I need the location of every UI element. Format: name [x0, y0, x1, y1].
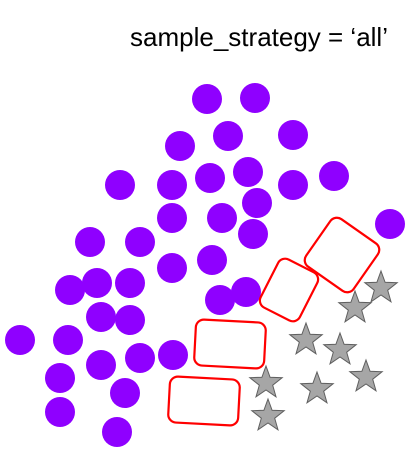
- gray-star-icon: [322, 331, 358, 365]
- purple-circle-icon: [240, 83, 270, 113]
- purple-circle-icon: [192, 84, 222, 114]
- purple-circle-icon: [205, 285, 235, 315]
- purple-circle-icon: [5, 325, 35, 355]
- purple-circle-icon: [231, 277, 261, 307]
- diagram-title: sample_strategy = ‘all’: [130, 22, 388, 52]
- purple-circle-icon: [165, 131, 195, 161]
- purple-circle-icon: [278, 120, 308, 150]
- purple-circle-icon: [233, 157, 263, 187]
- purple-circle-icon: [157, 170, 187, 200]
- red-rounded-square-outline: [258, 257, 320, 323]
- purple-circle-icon: [75, 227, 105, 257]
- purple-circle-icon: [157, 203, 187, 233]
- gray-star-icon: [248, 364, 284, 398]
- purple-circle-icon: [319, 161, 349, 191]
- purple-circle-icon: [197, 245, 227, 275]
- purple-circle-icon: [102, 417, 132, 447]
- red-rounded-square-outline: [167, 375, 241, 427]
- purple-circle-icon: [207, 203, 237, 233]
- purple-circle-icon: [45, 363, 75, 393]
- red-rounded-square-outline: [193, 318, 267, 370]
- gray-star-icon: [250, 397, 286, 431]
- gray-star-icon: [363, 269, 399, 303]
- purple-circle-icon: [45, 397, 75, 427]
- purple-circle-icon: [86, 302, 116, 332]
- purple-circle-icon: [157, 253, 187, 283]
- purple-circle-icon: [195, 163, 225, 193]
- gray-star-icon: [337, 289, 373, 323]
- purple-circle-icon: [82, 268, 112, 298]
- purple-circle-icon: [55, 275, 85, 305]
- purple-circle-icon: [242, 188, 272, 218]
- gray-star-icon: [348, 358, 384, 392]
- gray-star-icon: [288, 321, 324, 355]
- purple-circle-icon: [375, 209, 405, 239]
- gray-star-icon: [299, 370, 335, 404]
- purple-circle-icon: [115, 268, 145, 298]
- purple-circle-icon: [125, 227, 155, 257]
- purple-circle-icon: [125, 343, 155, 373]
- purple-circle-icon: [238, 219, 268, 249]
- purple-circle-icon: [278, 170, 308, 200]
- purple-circle-icon: [110, 378, 140, 408]
- purple-circle-icon: [53, 325, 83, 355]
- purple-circle-icon: [158, 340, 188, 370]
- purple-circle-icon: [115, 305, 145, 335]
- purple-circle-icon: [105, 170, 135, 200]
- red-rounded-square-outline: [303, 216, 381, 294]
- purple-circle-icon: [86, 350, 116, 380]
- purple-circle-icon: [213, 121, 243, 151]
